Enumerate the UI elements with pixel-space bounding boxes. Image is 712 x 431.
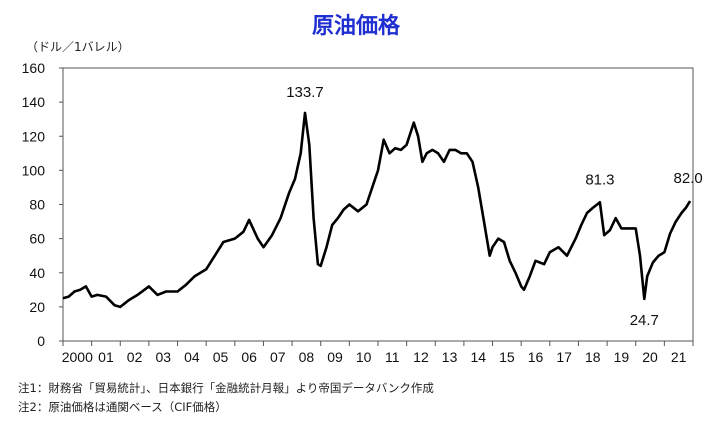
x-tick-label: 19 [614,349,630,365]
footnote-1: 注1：財務省「貿易統計」、日本銀行「金融統計月報」より帝国データバンク作成 [18,381,434,395]
footnotes: 注1：財務省「貿易統計」、日本銀行「金融統計月報」より帝国データバンク作成 注2… [18,379,434,417]
x-tick-label: 10 [356,349,372,365]
x-tick-label: 08 [299,349,315,365]
x-tick-label: 20 [642,349,658,365]
data-label: 24.7 [630,312,659,329]
chart-title: 原油価格 [311,14,400,39]
y-tick-label: 80 [29,197,45,213]
x-tick-label: 05 [213,349,229,365]
data-label: 133.7 [286,84,324,101]
x-tick-label: 11 [385,349,400,365]
y-tick-label: 20 [29,299,45,315]
x-tick-label: 03 [155,349,171,365]
x-tick-label: 17 [556,349,572,365]
x-tick-label: 14 [470,349,486,365]
x-tick-label: 13 [442,349,458,365]
x-tick-label: 02 [127,349,143,365]
x-tick-label: 07 [270,349,286,365]
series-line [62,111,692,309]
data-label: 81.3 [585,171,614,188]
x-tick-label: 16 [528,349,544,365]
x-tick-label: 2000 [62,349,93,365]
x-tick-label: 09 [327,349,343,365]
x-tick-label: 06 [241,349,257,365]
x-tick-label: 04 [184,349,200,365]
x-tick-label: 18 [585,349,601,365]
x-tick-label: 12 [413,349,429,365]
y-axis-unit-label: （ドル／1バレル） [26,40,130,54]
y-tick-label: 100 [22,162,46,178]
y-tick-label: 160 [22,60,46,76]
y-tick-label: 120 [22,128,46,144]
x-tick-label: 21 [671,349,687,365]
x-tick-label: 01 [98,349,114,365]
y-tick-label: 40 [29,265,45,281]
data-label: 82.0 [674,170,703,187]
y-tick-label: 140 [22,94,46,110]
x-tick-label: 15 [499,349,515,365]
y-tick-label: 60 [29,231,45,247]
footnote-2: 注2：原油価格は通関ベース（CIF価格） [18,400,227,414]
y-tick-label: 0 [37,333,45,349]
